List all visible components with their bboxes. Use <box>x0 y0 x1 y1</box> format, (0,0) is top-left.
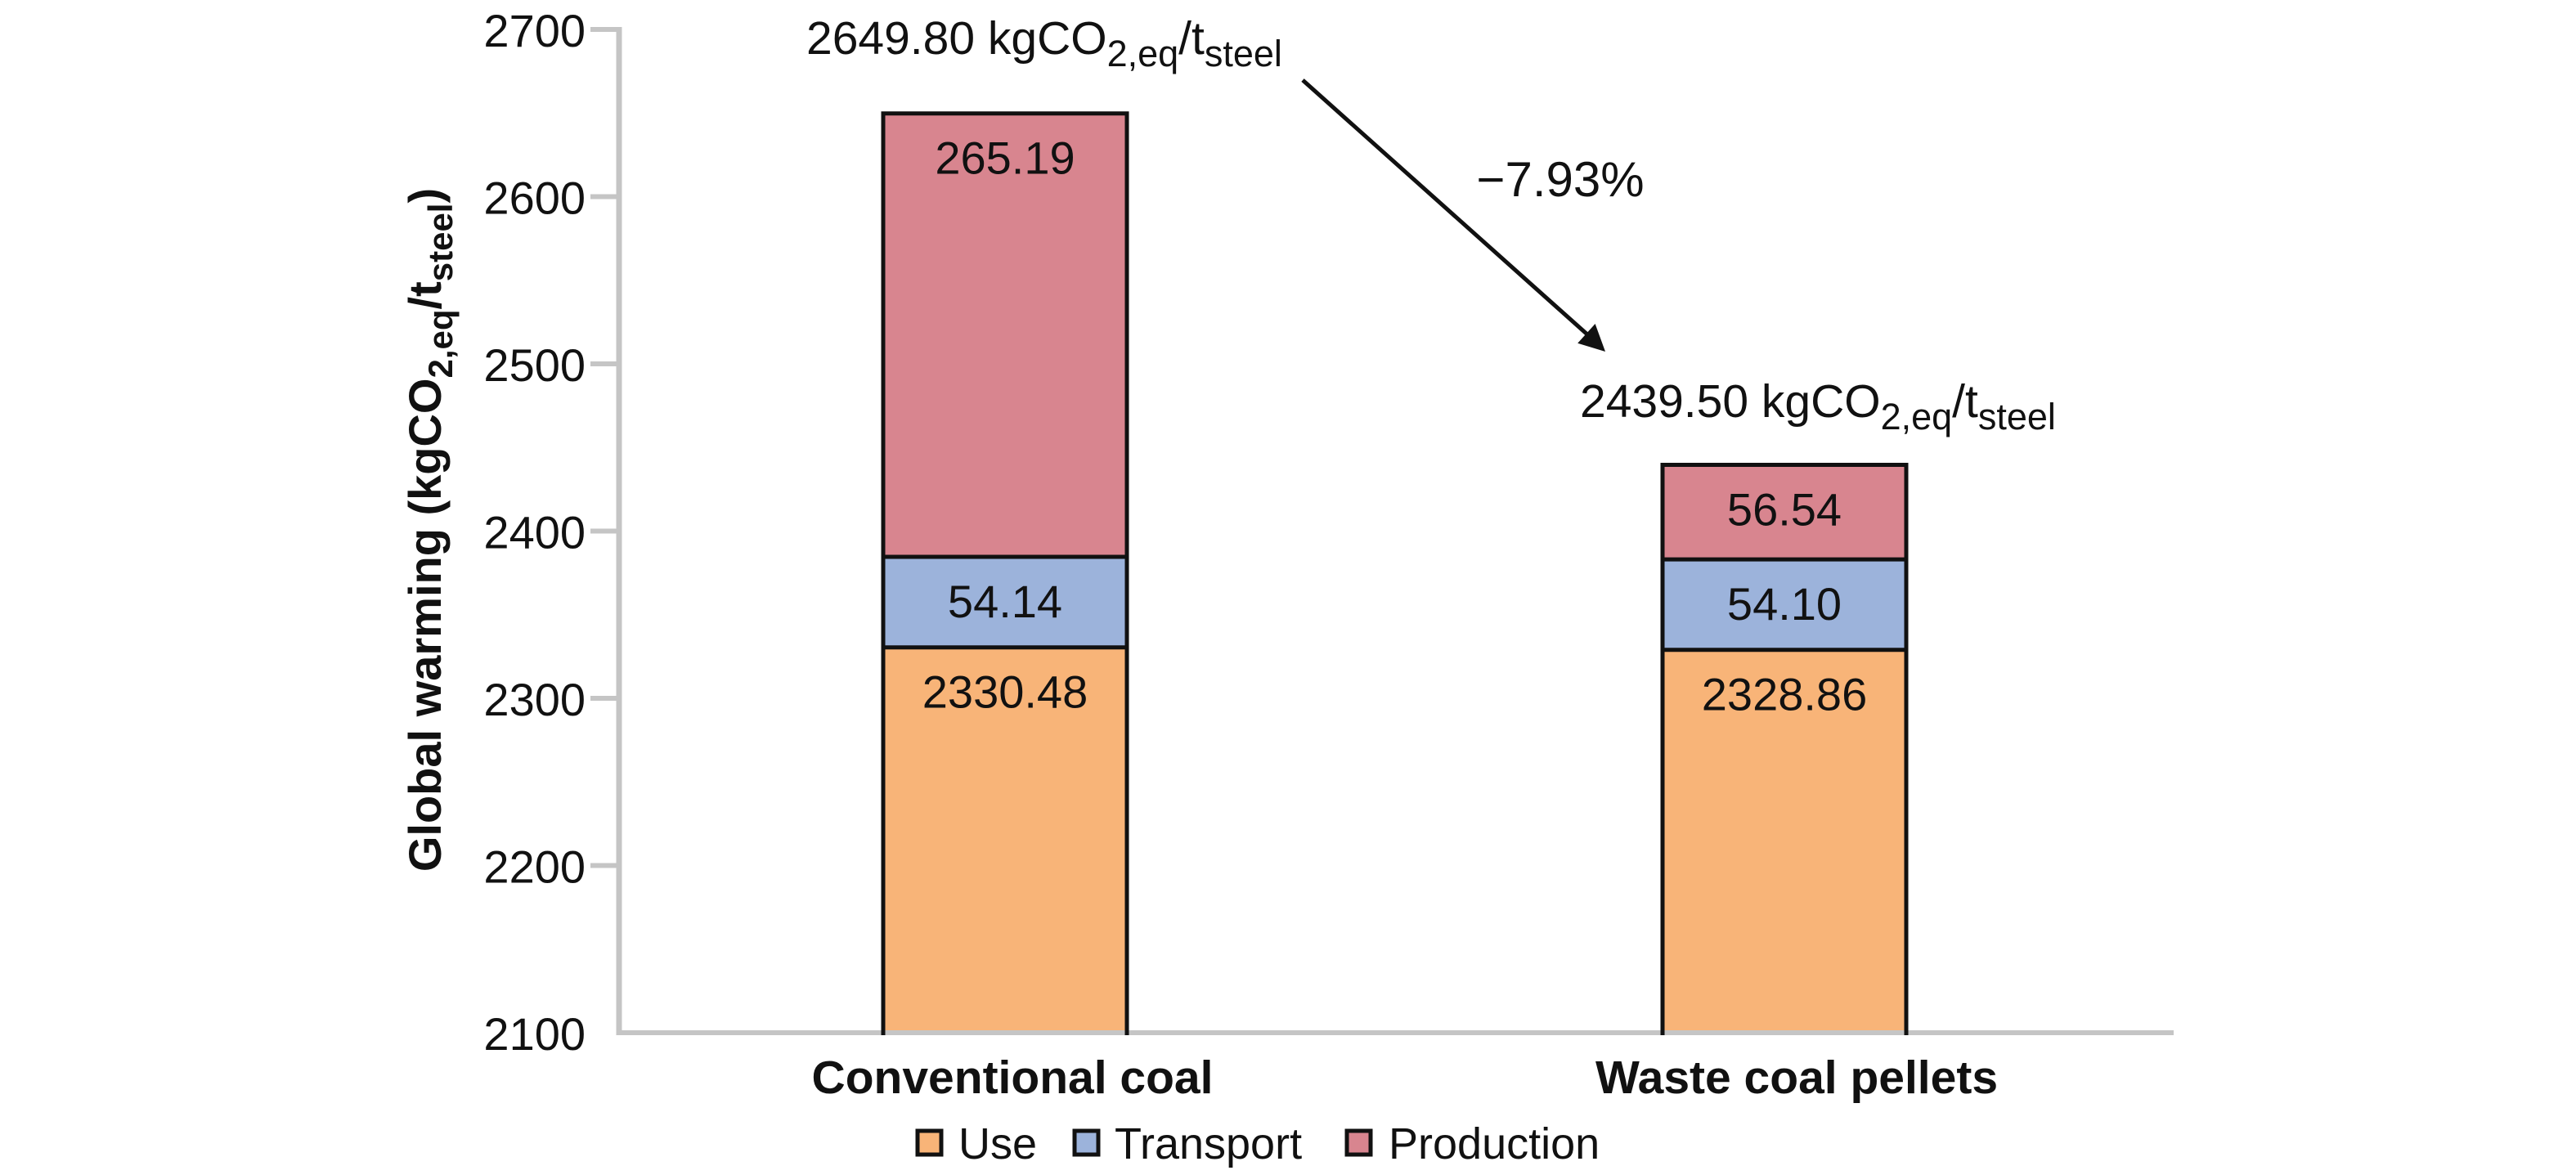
svg-text:2500: 2500 <box>483 339 586 391</box>
svg-text:Production: Production <box>1389 1119 1600 1168</box>
svg-text:2439.50 kgCO2,eq/tsteel: 2439.50 kgCO2,eq/tsteel <box>1580 375 2056 437</box>
svg-text:2200: 2200 <box>483 841 586 893</box>
svg-text:Conventional coal: Conventional coal <box>812 1052 1214 1104</box>
svg-text:−7.93%: −7.93% <box>1476 152 1644 207</box>
svg-text:2300: 2300 <box>483 674 586 725</box>
svg-text:2700: 2700 <box>483 5 586 56</box>
svg-text:Global warming (kgCO2,eq/tstee: Global warming (kgCO2,eq/tsteel) <box>399 188 460 872</box>
svg-text:Use: Use <box>958 1119 1037 1168</box>
svg-text:2600: 2600 <box>483 173 586 224</box>
svg-text:2400: 2400 <box>483 507 586 558</box>
svg-text:2330.48: 2330.48 <box>922 666 1088 718</box>
svg-text:Transport: Transport <box>1115 1119 1302 1168</box>
svg-text:2100: 2100 <box>483 1008 586 1060</box>
svg-text:Waste coal pellets: Waste coal pellets <box>1595 1052 1998 1104</box>
svg-text:54.10: 54.10 <box>1727 578 1842 630</box>
svg-text:265.19: 265.19 <box>935 132 1075 184</box>
svg-text:2328.86: 2328.86 <box>1702 669 1867 720</box>
svg-text:2649.80 kgCO2,eq/tsteel: 2649.80 kgCO2,eq/tsteel <box>806 12 1282 74</box>
svg-text:54.14: 54.14 <box>948 576 1062 627</box>
svg-text:56.54: 56.54 <box>1727 484 1842 536</box>
